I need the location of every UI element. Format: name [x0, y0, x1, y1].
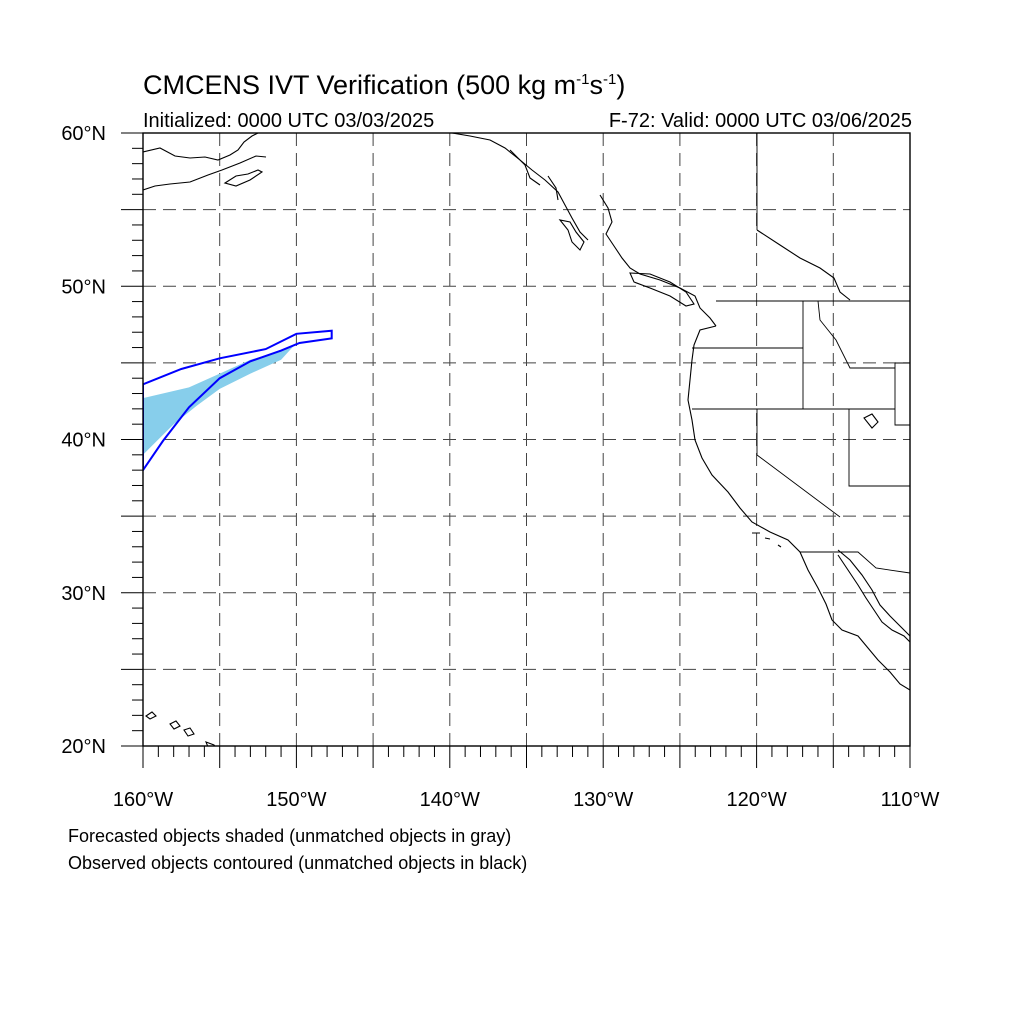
valid-time-label: F-72: Valid: 0000 UTC 03/06/2025: [608, 110, 912, 132]
vancouver-island: [629, 272, 695, 307]
gulf-of-alaska-coast: [451, 133, 589, 241]
canada-interior-border: [756, 229, 851, 301]
chart-title: CMCENS IVT Verification (500 kg m-1s-1): [143, 70, 626, 100]
y-axis-labels: 60°N 50°N 40°N 30°N 20°N: [61, 123, 106, 758]
y-tick-label: 50°N: [61, 276, 106, 298]
forecast-object: [143, 343, 297, 455]
y-tick-label: 40°N: [61, 430, 106, 452]
baja-gulf-coast: [837, 554, 910, 643]
x-tick-label: 120°W: [726, 789, 786, 811]
x-axis-labels: 160°W 150°W 140°W 130°W 120°W 110°W: [113, 789, 940, 811]
alaska-panhandle-islands: [509, 149, 585, 251]
x-tick-label: 160°W: [113, 789, 173, 811]
observed-object: [143, 329, 333, 472]
init-time-label: Initialized: 0000 UTC 03/03/2025: [143, 110, 435, 132]
y-tick-label: 30°N: [61, 583, 106, 605]
mainland-mexico-coast: [837, 549, 910, 637]
us-west-coast: [687, 325, 910, 691]
map-plot-area: [142, 132, 911, 747]
bc-coast: [599, 194, 717, 327]
alaska-peninsula-coast: [143, 133, 259, 161]
footnote-forecast: Forecasted objects shaded (unmatched obj…: [68, 826, 512, 846]
coastlines-and-borders: [143, 133, 910, 746]
y-tick-label: 20°N: [61, 736, 106, 758]
x-tick-label: 150°W: [266, 789, 326, 811]
footnote-observed: Observed objects contoured (unmatched ob…: [68, 853, 528, 873]
hawaii-islands: [145, 711, 216, 746]
x-tick-label: 140°W: [420, 789, 480, 811]
kodiak-island: [223, 169, 264, 187]
state-borders: [692, 133, 910, 574]
ivt-objects: [143, 329, 333, 472]
x-tick-label: 110°W: [881, 789, 940, 811]
x-tick-label: 130°W: [573, 789, 633, 811]
great-salt-lake: [863, 413, 879, 429]
axis-ticks: [121, 132, 911, 768]
aleutian-coast: [143, 155, 267, 191]
channel-islands: [752, 532, 782, 548]
y-tick-label: 60°N: [61, 123, 106, 145]
